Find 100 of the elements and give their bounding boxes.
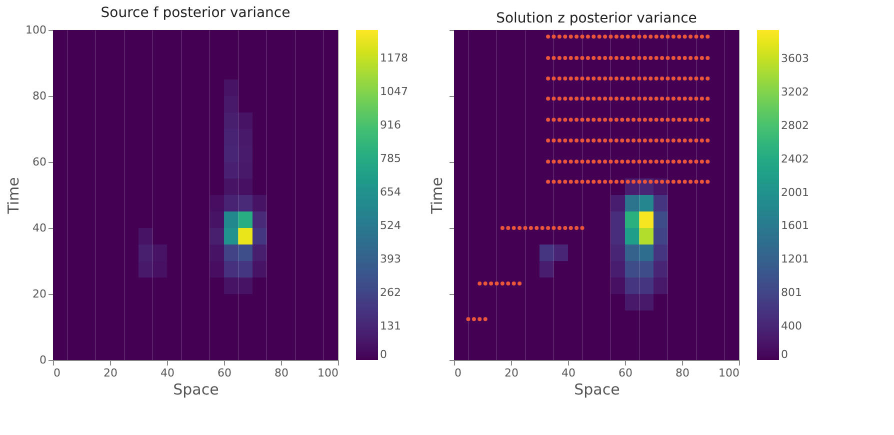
point (700, 96, 704, 101)
color-bar-label: 1601 (781, 219, 809, 232)
x-tick-label: 80 (676, 366, 690, 380)
point (632, 96, 636, 101)
point (677, 138, 682, 143)
point (682, 34, 687, 39)
color-bar-label: 1047 (380, 85, 408, 98)
point (580, 226, 584, 230)
point (483, 317, 488, 322)
point (648, 180, 653, 184)
point (603, 138, 608, 143)
point (603, 56, 608, 60)
point (620, 180, 624, 184)
point (563, 56, 568, 60)
point (700, 56, 704, 60)
point (580, 56, 584, 60)
point (546, 56, 550, 60)
point (706, 34, 710, 39)
point (608, 118, 613, 122)
point (666, 180, 670, 184)
point (648, 96, 653, 101)
point (688, 160, 693, 164)
point (568, 56, 573, 60)
point (557, 76, 562, 81)
point (580, 180, 584, 184)
point (608, 56, 613, 60)
point (666, 96, 670, 101)
color-bar-label: 3202 (781, 85, 809, 98)
point (557, 138, 562, 143)
color-bar-label: 2402 (781, 152, 809, 166)
point (671, 76, 676, 81)
x-tick-label: 80 (274, 366, 288, 380)
point (660, 138, 664, 143)
point (671, 96, 676, 101)
point (586, 138, 590, 143)
point (642, 138, 647, 143)
point (694, 96, 698, 101)
y-tick-label: 0 (40, 354, 46, 366)
point (654, 96, 658, 101)
point (637, 76, 642, 81)
color-bar-label: 0 (781, 348, 788, 361)
point (632, 160, 636, 164)
point (546, 96, 550, 101)
point (500, 281, 504, 286)
point (648, 160, 653, 164)
point (626, 96, 630, 101)
point (626, 160, 630, 164)
point (597, 96, 602, 101)
y-tick-label: 80 (32, 90, 46, 102)
color-bar-label: 3603 (781, 52, 809, 65)
color-bar-label: 2001 (781, 186, 809, 199)
point (632, 76, 636, 81)
point (478, 317, 482, 322)
point (592, 56, 596, 60)
color-bar-label: 785 (380, 152, 401, 166)
point (620, 118, 624, 122)
color-bar-label: 916 (380, 118, 401, 132)
point (682, 96, 687, 101)
point (597, 34, 602, 39)
color-bar-label: 131 (380, 319, 401, 332)
point (568, 138, 573, 143)
point (626, 138, 630, 143)
point (506, 281, 510, 286)
point (620, 56, 624, 60)
point (614, 160, 618, 164)
point (666, 56, 670, 60)
point (574, 56, 579, 60)
point (586, 180, 590, 184)
point (568, 96, 573, 101)
point (654, 118, 658, 122)
point (694, 34, 698, 39)
point (597, 138, 602, 143)
point (557, 180, 562, 184)
point (592, 180, 596, 184)
point (694, 118, 698, 122)
point (620, 96, 624, 101)
point (608, 180, 613, 184)
point (563, 34, 568, 39)
point (626, 34, 630, 39)
point (500, 226, 504, 230)
point (706, 118, 710, 122)
point (671, 160, 676, 164)
point (552, 226, 556, 230)
point (592, 118, 596, 122)
point (682, 138, 687, 143)
point (586, 96, 590, 101)
point (648, 34, 653, 39)
point (557, 96, 562, 101)
point (552, 56, 556, 60)
point (660, 180, 664, 184)
point (648, 118, 653, 122)
point (563, 96, 568, 101)
point (592, 160, 596, 164)
point (626, 56, 630, 60)
point (552, 160, 556, 164)
point (478, 281, 482, 286)
point (666, 138, 670, 143)
point (700, 76, 704, 81)
point (688, 96, 693, 101)
point (586, 56, 590, 60)
